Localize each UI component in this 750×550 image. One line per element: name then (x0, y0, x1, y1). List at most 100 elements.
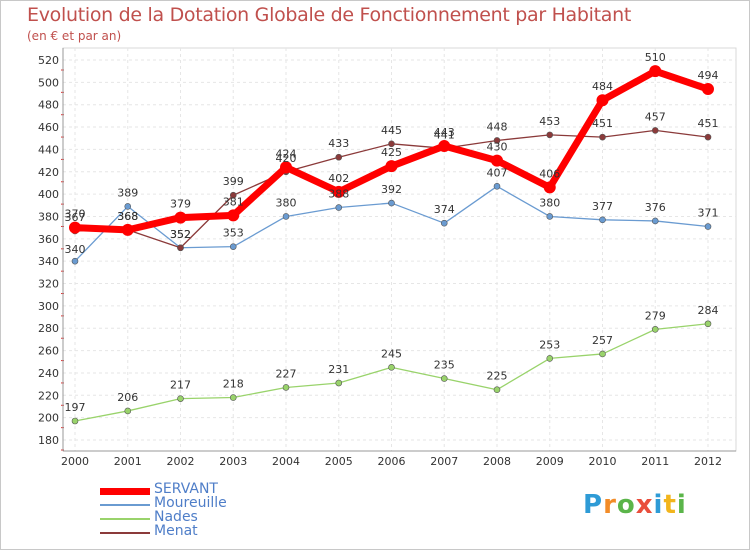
data-point-nades (282, 384, 290, 391)
data-label-moureuille: 392 (381, 183, 402, 196)
y-tick-label: 300 (38, 300, 59, 313)
data-label-servant: 510 (645, 51, 666, 64)
data-label-menat: 451 (592, 117, 613, 130)
x-tick-label: 2001 (114, 455, 142, 468)
x-tick-label: 2010 (589, 455, 617, 468)
data-point-servant (649, 65, 662, 78)
data-point-moureuille (704, 223, 712, 230)
x-tick-label: 2012 (694, 455, 722, 468)
data-point-moureuille (229, 243, 237, 250)
chart-title: Evolution de la Dotation Globale de Fonc… (27, 4, 632, 26)
data-label-nades: 218 (223, 378, 244, 391)
data-point-nades (335, 379, 343, 387)
y-tick-label: 500 (38, 76, 59, 89)
data-label-menat: 368 (117, 210, 138, 223)
plot-area (62, 47, 737, 452)
data-point-servant (332, 185, 345, 198)
x-tick-label: 2009 (536, 455, 564, 468)
data-label-nades: 206 (117, 391, 138, 404)
data-point-moureuille (440, 219, 448, 227)
y-tick-label: 200 (38, 412, 59, 425)
data-label-nades: 225 (487, 370, 508, 383)
data-label-servant: 402 (328, 172, 349, 185)
data-point-moureuille (335, 204, 343, 211)
data-point-servant (174, 211, 187, 224)
data-point-menat (546, 131, 554, 139)
data-label-nades: 231 (328, 363, 349, 376)
data-point-menat (704, 133, 712, 141)
data-point-nades (599, 350, 606, 358)
y-tick-label: 440 (38, 143, 59, 156)
data-label-servant: 379 (170, 198, 191, 211)
y-tick-label: 420 (38, 166, 59, 179)
legend-swatch (100, 487, 150, 495)
data-label-servant: 381 (223, 195, 244, 208)
y-tick-label: 240 (38, 367, 59, 380)
data-point-nades (71, 417, 79, 425)
y-tick-label: 340 (38, 255, 59, 268)
data-label-servant: 425 (381, 146, 402, 159)
x-tick-label: 2011 (641, 455, 669, 468)
data-point-nades (388, 364, 395, 371)
data-label-nades: 257 (592, 334, 613, 347)
data-point-servant (69, 221, 81, 234)
data-point-menat (493, 137, 501, 144)
chart-subtitle: (en € et par an) (27, 29, 122, 43)
x-tick-label: 2006 (378, 455, 406, 468)
data-point-nades (704, 320, 712, 328)
data-label-menat: 420 (276, 152, 297, 165)
y-tick-label: 520 (38, 54, 59, 67)
data-label-moureuille: 374 (434, 203, 455, 216)
data-point-moureuille (651, 217, 659, 225)
data-label-servant: 443 (434, 126, 455, 139)
data-point-servant (121, 223, 134, 236)
y-tick-label: 360 (38, 233, 59, 246)
data-point-moureuille (599, 216, 606, 224)
data-point-nades (546, 355, 554, 362)
data-point-nades (229, 394, 237, 401)
data-label-servant: 484 (592, 80, 613, 93)
data-label-menat: 457 (645, 110, 666, 123)
data-label-moureuille: 340 (65, 243, 86, 256)
data-point-servant (438, 140, 451, 153)
data-label-nades: 227 (276, 367, 297, 380)
data-point-moureuille (282, 213, 290, 220)
data-label-moureuille: 380 (276, 196, 297, 209)
x-tick-label: 2008 (483, 455, 511, 468)
x-tick-label: 2007 (430, 455, 458, 468)
data-label-moureuille: 352 (170, 228, 191, 241)
data-label-nades: 197 (65, 401, 86, 414)
data-label-servant: 370 (65, 208, 86, 221)
data-point-menat (599, 133, 606, 141)
data-point-menat (229, 191, 237, 199)
data-label-servant: 368 (117, 210, 138, 223)
data-label-moureuille: 407 (487, 166, 508, 179)
data-point-moureuille (493, 182, 501, 190)
data-label-nades: 284 (698, 304, 719, 317)
data-point-moureuille (388, 199, 395, 207)
data-label-nades: 235 (434, 359, 455, 372)
data-point-moureuille (71, 257, 79, 265)
data-point-servant (280, 161, 292, 174)
x-tick-label: 2003 (219, 455, 247, 468)
legend-label: SERVANT (154, 481, 218, 497)
data-label-moureuille: 353 (223, 227, 244, 240)
data-point-servant (702, 83, 714, 96)
data-point-nades (440, 375, 448, 382)
data-label-menat: 448 (487, 120, 508, 133)
y-tick-label: 180 (38, 434, 59, 447)
data-point-servant (596, 94, 609, 107)
x-tick-label: 2000 (61, 455, 89, 468)
data-point-moureuille (546, 213, 554, 220)
data-point-servant (543, 181, 556, 194)
data-label-moureuille: 376 (645, 201, 666, 214)
x-tick-label: 2005 (325, 455, 353, 468)
data-label-menat: 433 (328, 137, 349, 150)
data-label-menat: 445 (381, 124, 402, 137)
data-label-moureuille: 388 (328, 188, 349, 201)
data-label-menat: 453 (539, 115, 560, 128)
data-label-servant: 494 (698, 69, 719, 82)
legend-label: Menat (154, 523, 198, 539)
legend-swatch (100, 518, 150, 520)
y-tick-label: 460 (38, 121, 59, 134)
